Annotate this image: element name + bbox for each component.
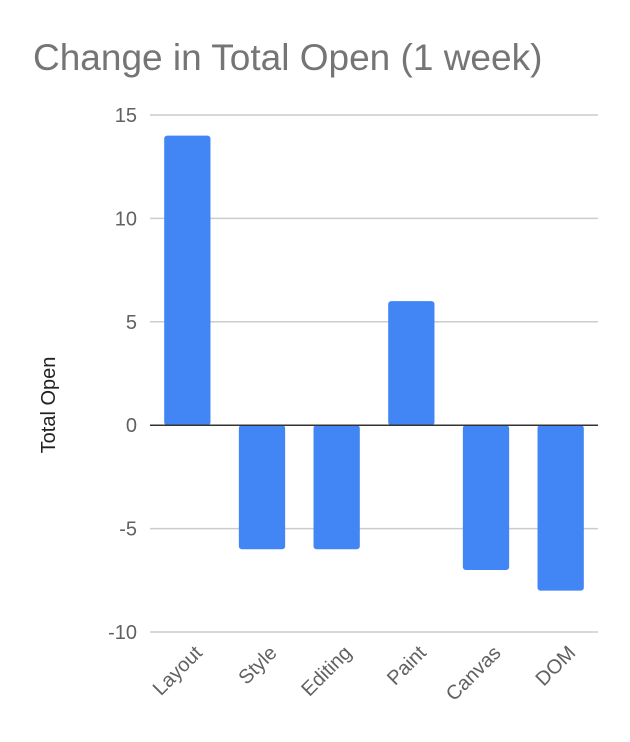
bar-layout <box>164 135 211 426</box>
y-tick-label: 15 <box>115 105 137 127</box>
x-tick-label: Layout <box>149 642 207 700</box>
bar-dom <box>537 425 584 591</box>
chart-title: Change in Total Open (1 week) <box>33 37 542 78</box>
y-tick-label: -5 <box>119 519 137 541</box>
x-tick-label: Canvas <box>442 642 506 706</box>
x-tick-label: Editing <box>297 642 356 701</box>
x-category-labels: Layout Style Editing Paint Canvas DOM <box>149 642 580 706</box>
y-tick-label: 5 <box>126 312 137 334</box>
y-tick-label: -10 <box>108 622 137 644</box>
bar-style <box>238 425 286 550</box>
y-tick-labels: 15 10 5 0 -5 -10 <box>108 105 137 644</box>
grid-lines <box>150 114 598 633</box>
x-tick-label: Paint <box>383 642 431 690</box>
bars <box>164 135 584 591</box>
y-axis-label: Total Open <box>38 357 60 454</box>
y-tick-label: 0 <box>126 415 137 437</box>
bar-editing <box>313 425 360 550</box>
bar-canvas <box>462 425 510 570</box>
x-tick-label: DOM <box>532 642 581 691</box>
y-tick-label: 10 <box>115 208 137 230</box>
bar-paint <box>388 301 435 426</box>
x-tick-label: Style <box>235 642 282 689</box>
